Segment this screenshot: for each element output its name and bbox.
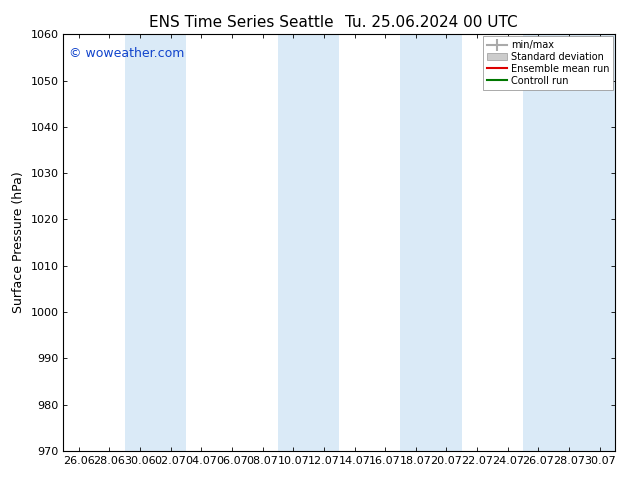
Bar bbox=[278, 34, 309, 451]
Bar bbox=[585, 34, 615, 451]
Bar bbox=[309, 34, 339, 451]
Bar bbox=[431, 34, 462, 451]
Bar bbox=[523, 34, 553, 451]
Bar bbox=[125, 34, 155, 451]
Bar bbox=[155, 34, 186, 451]
Bar bbox=[553, 34, 585, 451]
Y-axis label: Surface Pressure (hPa): Surface Pressure (hPa) bbox=[12, 172, 25, 314]
Text: ENS Time Series Seattle: ENS Time Series Seattle bbox=[148, 15, 333, 30]
Text: © woweather.com: © woweather.com bbox=[69, 47, 184, 60]
Text: Tu. 25.06.2024 00 UTC: Tu. 25.06.2024 00 UTC bbox=[345, 15, 517, 30]
Bar bbox=[401, 34, 431, 451]
Legend: min/max, Standard deviation, Ensemble mean run, Controll run: min/max, Standard deviation, Ensemble me… bbox=[483, 36, 613, 90]
